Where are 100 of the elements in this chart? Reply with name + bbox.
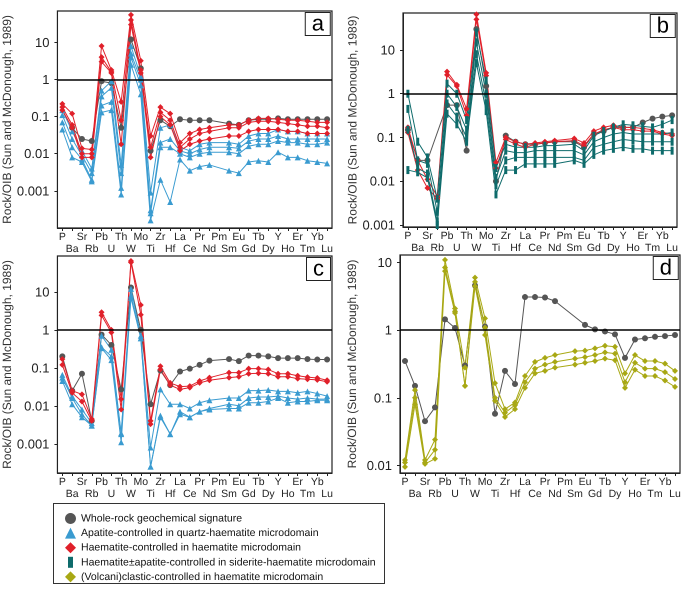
x-tick-label: Er [292,476,304,488]
x-tick-label: Pb [440,230,454,242]
x-tick-label: Tb [597,230,610,242]
x-tick-label: Sr [76,231,88,243]
x-tick-label: La [174,231,186,243]
x-tick-label: Mo [133,476,148,488]
x-tick-label: Eu [232,476,246,488]
x-tick-label: Dy [608,488,622,500]
x-tick-label: Yb [310,231,324,243]
x-tick-label: Tm [644,242,660,254]
x-tick-label: U [451,488,459,500]
x-tick-label: Zr [500,476,510,488]
x-tick-label: Hf [164,488,176,500]
x-tick-label: Pr [540,230,551,242]
x-tick-label: U [108,488,116,500]
chart-title: b [656,12,670,38]
x-tick-label: Tm [300,488,316,500]
x-tick-label: Zr [155,476,166,488]
y-tick-label: 0.01 [24,398,50,414]
x-tick-label: Y [274,476,282,488]
x-tick-label: Ba [408,488,422,500]
y-tick-label: 1 [384,322,392,338]
x-tick-label: Nd [202,488,216,500]
y-tick-label: 10 [378,255,392,270]
y-tick-label: 1 [388,86,395,102]
x-tick-label: W [126,488,136,500]
x-tick-label: Lu [321,243,334,255]
x-tick-label: Mo [133,231,148,243]
y-tick-label: 1 [42,322,50,338]
x-tick-label: Pm [556,230,573,242]
legend-label: (Volcani)clastic-controlled in haematite microdomain [81,570,324,583]
x-tick-label: La [519,476,531,488]
x-tick-label: Sr [422,230,434,242]
x-tick-label: Rb [85,243,99,255]
x-tick-label: Nd [202,243,216,255]
x-tick-label: Sm [221,488,238,500]
legend-label: Whole-rock geochemical signature [81,512,242,524]
legend-label: Haematite-controlled in haematite microdomain [81,542,302,554]
x-tick-label: La [174,476,186,488]
y-tick-label: 0.01 [370,174,395,189]
x-tick-label: U [108,243,116,255]
x-tick-label: Y [621,476,629,488]
x-tick-label: Ho [281,243,295,255]
x-tick-label: Ti [146,243,155,255]
x-tick-label: Ba [411,242,424,254]
x-tick-label: Pr [194,476,206,488]
x-tick-label: Zr [155,231,166,243]
y-axis-title: Rock/OIB (Sun and McDonough, 1989) [0,15,14,224]
x-tick-label: Ti [490,488,500,500]
x-tick-label: Lu [669,488,681,500]
x-tick-label: Zr [500,230,512,242]
x-tick-label: Sm [221,243,238,255]
y-axis-title: Rock/OIB (Sun and McDonough, 1989) [0,260,14,469]
y-axis-title: Rock/OIB (Sun and McDonough, 1989) [345,260,359,468]
x-tick-label: Sr [76,476,88,488]
x-tick-label: Gd [588,488,602,500]
x-tick-label: Dy [262,488,276,500]
x-tick-label: Pr [194,231,206,243]
x-tick-label: Tm [647,488,663,500]
x-tick-label: Ho [628,488,642,500]
x-tick-label: Y [274,231,282,243]
chart-title: c [313,256,324,280]
y-tick-label: 10 [34,34,50,50]
x-tick-label: Er [638,230,649,242]
x-tick-label: Er [640,476,651,488]
x-tick-label: P [58,231,66,243]
legend-label: Apatite-controlled in quartz-haematite microdomain [81,527,319,540]
x-tick-label: Lu [321,488,334,500]
x-tick-label: W [126,243,136,255]
x-tick-label: Eu [578,230,591,242]
x-tick-label: Th [458,476,472,488]
x-tick-label: Ce [183,488,197,500]
x-tick-label: Pr [540,476,551,488]
y-tick-label: 0.001 [16,436,50,452]
x-tick-label: Ti [146,488,155,500]
y-tick-label: 10 [380,42,395,58]
x-tick-label: Gd [586,242,601,254]
x-tick-label: Mo [478,230,494,242]
x-tick-label: P [401,476,409,488]
x-tick-label: Yb [310,476,324,488]
x-tick-label: Ho [281,488,295,500]
x-tick-label: U [453,242,461,254]
y-tick-label: 0.1 [374,390,392,406]
x-tick-label: Sm [566,242,582,254]
y-tick-label: 0.1 [31,360,50,376]
x-tick-label: Tb [598,476,612,488]
x-tick-label: Ce [528,242,542,254]
x-tick-label: Hf [510,242,521,254]
x-tick-label: Gd [242,243,256,255]
x-tick-label: Th [115,231,128,243]
x-tick-label: Eu [232,231,246,243]
legend-label: Haematite±apatite-controlled in siderite-haematite microdomain [81,556,376,568]
x-tick-label: Nd [548,242,562,254]
x-tick-label: P [58,476,66,488]
x-tick-label: Th [460,230,473,242]
chart-title: d [660,254,672,280]
x-tick-label: Nd [548,488,562,500]
x-tick-label: Th [115,476,128,488]
x-tick-label: Pb [438,476,452,488]
y-tick-label: 10 [34,284,50,300]
